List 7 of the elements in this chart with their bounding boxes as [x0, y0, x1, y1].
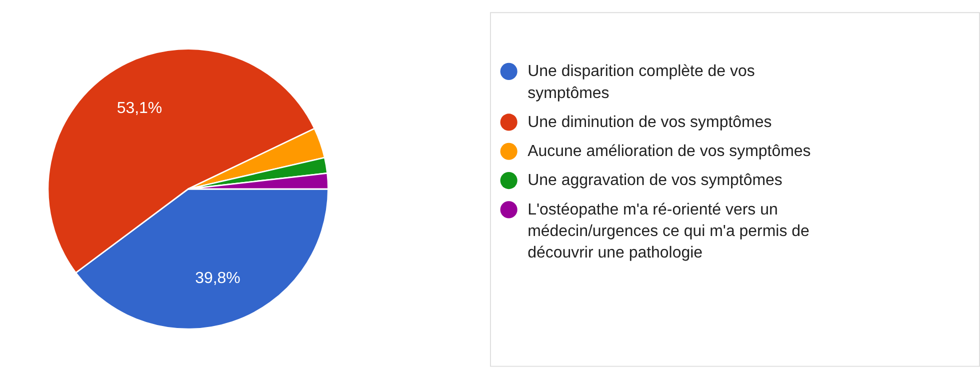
data-label: 53,1%	[116, 100, 162, 118]
data-label: 39,8%	[195, 270, 240, 287]
legend-label: Une disparition complète de vos symptômes	[528, 63, 755, 102]
legend-label: Une diminution de vos symptômes	[528, 114, 772, 131]
legend-label: Une aggravation de vos symptômes	[528, 172, 782, 190]
legend-label: Aucune amélioration de vos symptômes	[528, 143, 811, 160]
legend-label: L'ostéopathe m'a ré-orienté vers un médecin/urgences ce qui m'a permis de découvrir une pathologie	[528, 201, 810, 262]
